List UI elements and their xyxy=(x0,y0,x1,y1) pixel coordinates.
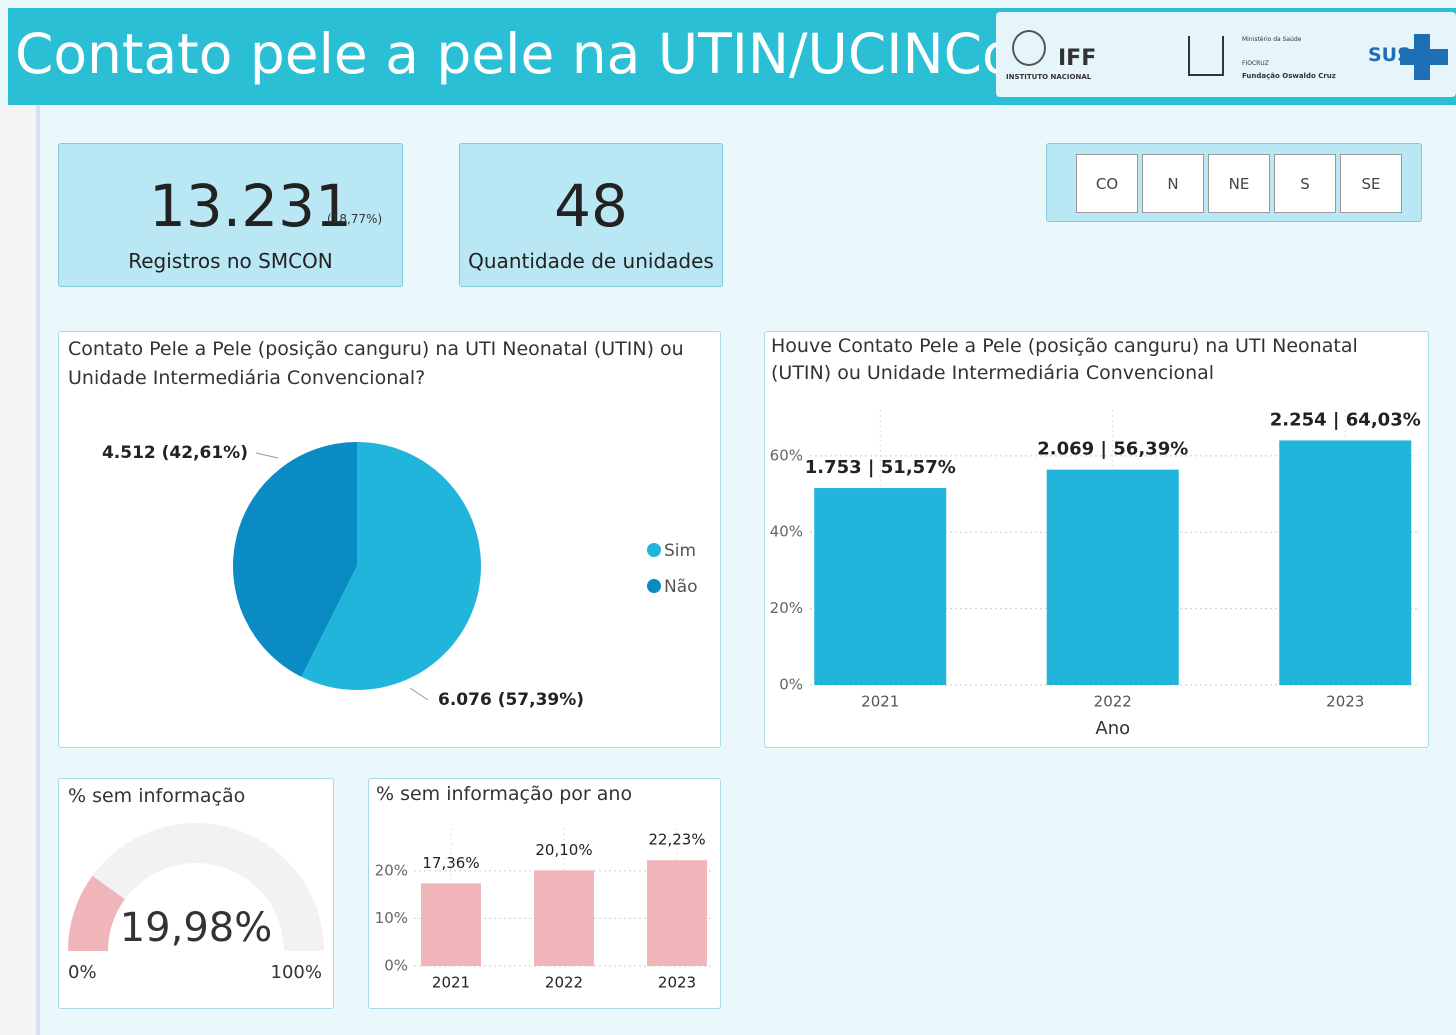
bar xyxy=(1046,469,1179,685)
x-tick-label: 2023 xyxy=(658,974,696,992)
value-label: 2.254 | 64,03% xyxy=(1270,409,1421,430)
header-title: Contato pele a pele na UTIN/UCINCo xyxy=(15,22,1016,86)
pie-slice xyxy=(301,442,481,690)
y-tick-label: 10% xyxy=(375,909,408,927)
legend-marker xyxy=(647,543,661,557)
logo-ministry: Ministério da Saúde xyxy=(1242,36,1302,43)
chart-title: Houve Contato Pele a Pele (posição cangu… xyxy=(771,335,1358,384)
bar xyxy=(647,860,707,966)
region-button[interactable]: CO xyxy=(1076,154,1138,213)
kpi-label: Quantidade de unidades xyxy=(468,249,714,273)
region-filter: CO N NE S SE xyxy=(1046,143,1422,222)
value-label: 2.069 | 56,39% xyxy=(1037,439,1188,460)
x-tick-label: 2022 xyxy=(545,974,583,992)
kpi-value: 48 xyxy=(554,172,628,240)
kpi-card: 48 Quantidade de unidades xyxy=(459,143,723,287)
legend-label: Não xyxy=(664,577,698,597)
kpi-value: 13.231 xyxy=(149,172,352,240)
value-label: 6.076 (57,39%) xyxy=(438,690,584,710)
bar xyxy=(814,488,947,685)
gauge-value: 19,98% xyxy=(120,905,273,951)
leader-line xyxy=(409,687,429,701)
x-tick-label: 2023 xyxy=(1326,693,1364,711)
button-row: CO N NE S SE xyxy=(1076,154,1402,213)
gauge-min: 0% xyxy=(68,962,97,983)
kpi-label: Registros no SMCON xyxy=(128,249,333,273)
x-tick-label: 2021 xyxy=(861,693,899,711)
y-tick-label: 60% xyxy=(770,446,803,464)
bar xyxy=(421,883,481,966)
y-tick-label: 20% xyxy=(375,861,408,879)
y-tick-label: 0% xyxy=(779,676,803,694)
y-tick-label: 0% xyxy=(384,957,408,975)
logo-castle xyxy=(1188,36,1224,76)
logo-iff: IFF xyxy=(1058,46,1097,71)
value-label: 4.512 (42,61%) xyxy=(102,443,248,463)
logo-fiocruz: FIOCRUZ xyxy=(1242,60,1269,67)
logo-box: IFF INSTITUTO NACIONAL Ministério da Saú… xyxy=(996,12,1456,97)
leader-line xyxy=(255,452,279,459)
value-label: 20,10% xyxy=(535,841,592,859)
region-button[interactable]: SE xyxy=(1340,154,1402,213)
kpi-note: (18,77%) xyxy=(327,212,383,226)
logo-cross xyxy=(1400,49,1448,65)
value-label: 17,36% xyxy=(422,854,479,872)
region-button[interactable]: NE xyxy=(1208,154,1270,213)
logo-fiocruz-sub: Fundação Oswaldo Cruz xyxy=(1242,72,1336,80)
logo-iff-icon xyxy=(1012,30,1046,66)
gauge-fill xyxy=(68,875,125,951)
value-label: 1.753 | 51,57% xyxy=(805,457,956,478)
value-label: 22,23% xyxy=(648,831,705,849)
y-tick-label: 20% xyxy=(770,599,803,617)
x-axis-label: Ano xyxy=(1095,718,1130,739)
kpi-card: 13.231 (18,77%) Registros no SMCON xyxy=(58,143,403,287)
gauge-track xyxy=(196,823,324,951)
chart-title: Contato Pele a Pele (posição canguru) na… xyxy=(68,338,684,389)
region-button[interactable]: S xyxy=(1274,154,1336,213)
chart-title: % sem informação xyxy=(68,785,246,807)
gauge-max: 100% xyxy=(271,962,322,983)
chart-title: % sem informação por ano xyxy=(376,783,633,805)
region-button[interactable]: N xyxy=(1142,154,1204,213)
legend-marker xyxy=(647,579,661,593)
bar xyxy=(534,870,594,966)
x-tick-label: 2022 xyxy=(1094,693,1132,711)
y-tick-label: 40% xyxy=(770,523,803,541)
side-strip xyxy=(0,105,40,1035)
legend-label: Sim xyxy=(664,541,696,561)
x-tick-label: 2021 xyxy=(432,974,470,992)
bar xyxy=(1279,440,1412,685)
logo-iff-sub: INSTITUTO NACIONAL xyxy=(1006,73,1092,81)
pie-slice xyxy=(233,442,357,677)
